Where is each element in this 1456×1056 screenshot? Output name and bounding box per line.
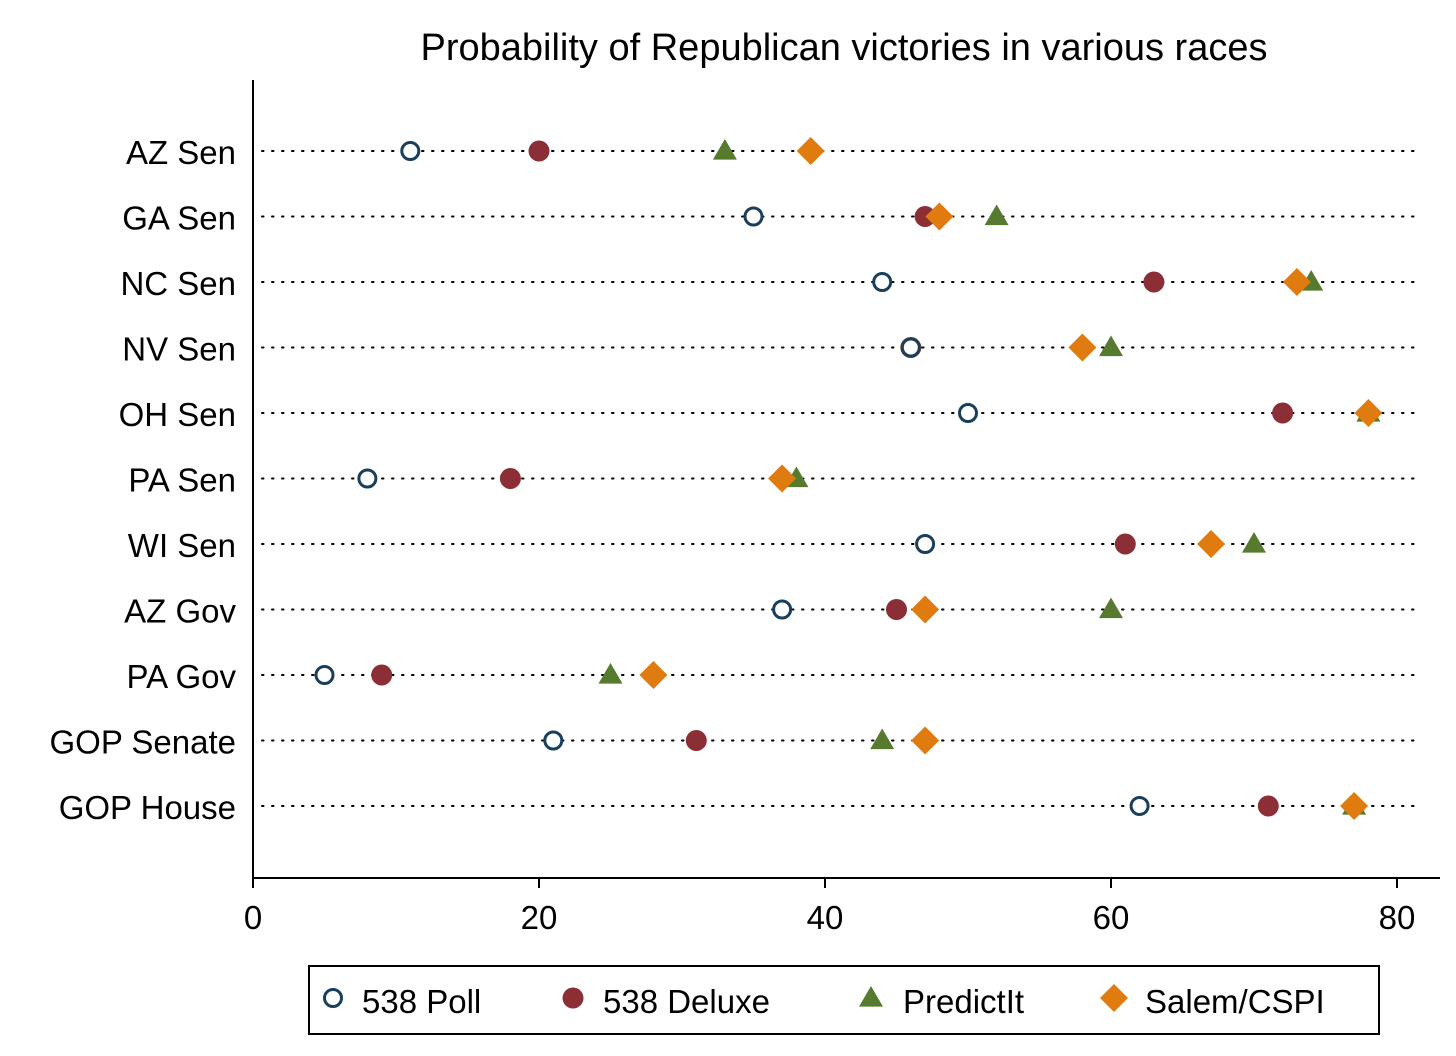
legend-box <box>308 965 1380 1035</box>
x-tick-label: 40 <box>807 899 844 936</box>
point-salem-cspi <box>1354 399 1383 427</box>
y-tick-label: GA Sen <box>122 200 236 237</box>
legend-label: 538 Poll <box>362 983 481 1020</box>
point-538-poll <box>958 403 978 423</box>
x-tick-labels: 0 20 40 60 80 <box>244 878 1416 936</box>
point-538-deluxe <box>528 140 550 162</box>
y-tick-labels: AZ Sen GA Sen NC Sen NV Sen OH Sen PA Sen WI S… <box>49 134 236 826</box>
point-538-deluxe <box>1143 271 1165 293</box>
point-predictit <box>984 204 1009 226</box>
point-538-poll <box>400 141 421 161</box>
point-predictit <box>598 663 623 684</box>
point-538-deluxe <box>1257 795 1279 817</box>
legend-marker-538-poll <box>323 988 343 1008</box>
point-538-poll <box>915 534 936 554</box>
y-tick-label: AZ Gov <box>124 593 236 630</box>
point-538-deluxe <box>371 664 393 686</box>
point-538-poll <box>900 337 921 358</box>
x-tick-label: 60 <box>1093 899 1130 936</box>
point-predictit <box>1242 532 1266 553</box>
point-salem-cspi <box>1197 530 1226 558</box>
grid-lines <box>261 150 1423 807</box>
chart-title: Probability of Republican victories in v… <box>421 27 1268 69</box>
point-salem-cspi <box>925 202 954 231</box>
point-predictit <box>712 139 737 160</box>
y-tick-label: GOP House <box>59 789 236 826</box>
legend-label: Salem/CSPI <box>1145 983 1325 1020</box>
point-538-poll <box>357 468 378 489</box>
point-538-deluxe <box>1272 402 1294 424</box>
point-538-poll <box>743 206 764 227</box>
point-538-deluxe <box>499 468 521 489</box>
point-salem-cspi <box>911 595 940 624</box>
point-538-poll <box>314 665 335 685</box>
axes <box>252 80 1440 879</box>
x-tick-label: 80 <box>1379 899 1416 936</box>
x-tick-label: 0 <box>244 899 262 936</box>
point-538-deluxe <box>685 730 707 751</box>
y-tick-label: AZ Sen <box>126 134 236 171</box>
point-538-deluxe <box>1114 533 1136 555</box>
y-tick-label: PA Gov <box>127 658 237 695</box>
point-salem-cspi <box>639 661 668 689</box>
point-538-deluxe <box>914 206 936 227</box>
y-tick-label: NV Sen <box>122 331 236 368</box>
point-538-poll <box>872 272 893 292</box>
point-538-poll <box>543 730 564 751</box>
point-538-poll <box>1129 796 1150 816</box>
x-tick-label: 20 <box>521 899 558 936</box>
point-salem-cspi <box>768 464 797 493</box>
legend-label: 538 Deluxe <box>603 983 770 1020</box>
point-538-poll <box>772 599 793 620</box>
y-tick-label: NC Sen <box>120 265 236 302</box>
legend-marker-salem-cspi <box>1100 984 1128 1012</box>
point-predictit <box>1099 335 1123 357</box>
data-points <box>314 137 1383 820</box>
point-salem-cspi <box>1068 333 1097 362</box>
legend-marker-538-deluxe <box>562 987 584 1009</box>
legend: 538 Poll 538 Deluxe PredictIt Salem/CSPI <box>308 965 1380 1035</box>
y-tick-label: OH Sen <box>119 396 236 433</box>
point-salem-cspi <box>1282 268 1311 296</box>
y-tick-label: WI Sen <box>128 527 236 564</box>
y-tick-label: GOP Senate <box>49 724 236 761</box>
y-tick-label: PA Sen <box>128 462 236 499</box>
point-predictit <box>870 728 895 750</box>
point-predictit <box>1099 597 1123 619</box>
point-salem-cspi <box>911 726 940 755</box>
point-salem-cspi <box>796 137 825 165</box>
point-salem-cspi <box>1340 792 1369 820</box>
legend-label: PredictIt <box>903 983 1024 1020</box>
legend-marker-predictit <box>859 986 883 1007</box>
point-538-deluxe <box>886 599 907 620</box>
